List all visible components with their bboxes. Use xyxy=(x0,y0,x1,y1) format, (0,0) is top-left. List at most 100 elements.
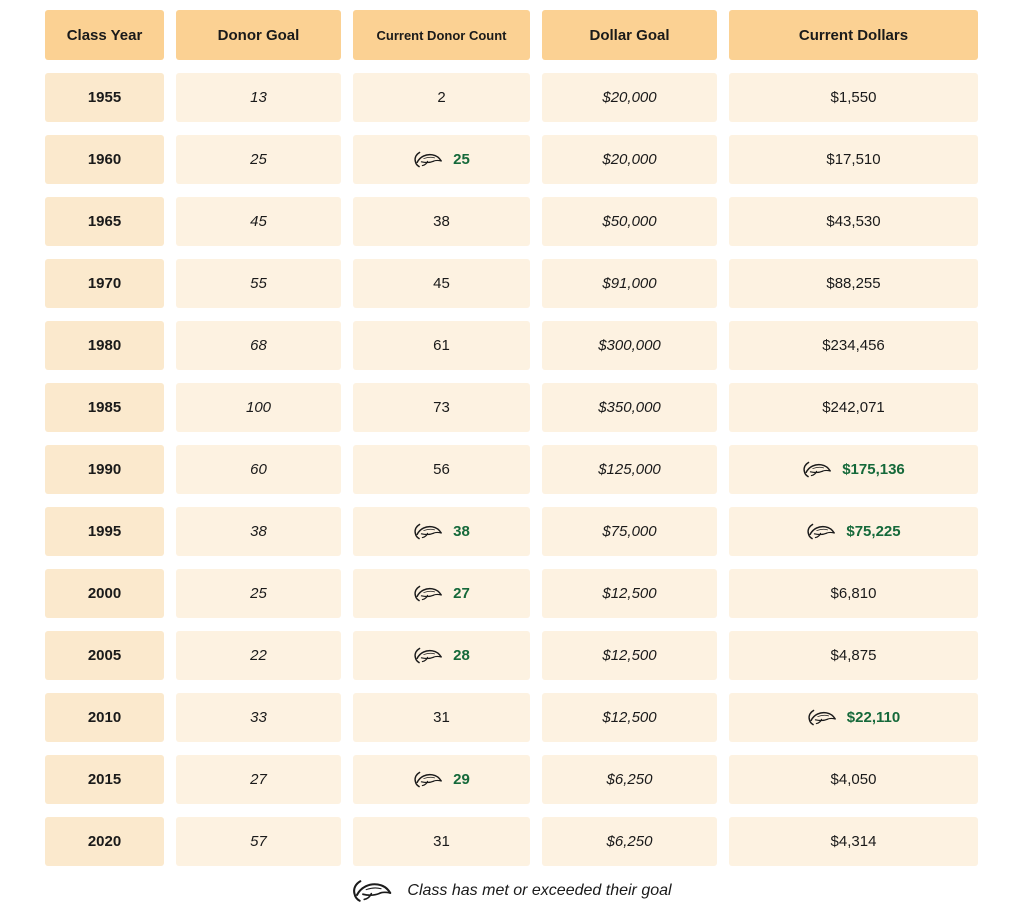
current-donor-count-cell: 45 xyxy=(353,259,530,308)
current-dollars-value: $88,255 xyxy=(826,275,881,292)
dollar-goal-value: $6,250 xyxy=(606,771,653,788)
class-year-value: 1980 xyxy=(87,337,122,354)
current-dollars-cell: $4,875 xyxy=(729,631,978,680)
class-year-value: 1960 xyxy=(87,151,122,168)
current-donor-count-value: 45 xyxy=(433,275,450,292)
current-donor-count-value: 38 xyxy=(453,523,470,540)
current-dollars-value: $75,225 xyxy=(846,523,901,540)
current-donor-count-value: 56 xyxy=(433,461,450,478)
dollar-goal-cell: $50,000 xyxy=(542,197,717,246)
donor-goal-value: 25 xyxy=(250,151,267,168)
current-dollars-value: $1,550 xyxy=(830,89,877,106)
class-year-cell: 1990 xyxy=(45,445,164,494)
dollar-goal-value: $20,000 xyxy=(602,151,657,168)
current-donor-count-value: 31 xyxy=(433,833,450,850)
column-header-donor-goal: Donor Goal xyxy=(176,10,341,60)
current-dollars-cell: $88,255 xyxy=(729,259,978,308)
donor-goal-value: 60 xyxy=(250,461,267,478)
column-header-class-year: Class Year xyxy=(45,10,164,60)
class-year-cell: 2010 xyxy=(45,693,164,742)
current-dollars-cell: $234,456 xyxy=(729,321,978,370)
donor-goal-cell: 33 xyxy=(176,693,341,742)
dollar-goal-cell: $91,000 xyxy=(542,259,717,308)
dolphin-icon xyxy=(413,646,443,665)
dollar-goal-cell: $20,000 xyxy=(542,135,717,184)
dolphin-icon xyxy=(413,770,443,789)
donor-goal-cell: 100 xyxy=(176,383,341,432)
class-year-cell: 2000 xyxy=(45,569,164,618)
column-header-current-dollars: Current Dollars xyxy=(729,10,978,60)
class-year-cell: 1965 xyxy=(45,197,164,246)
current-dollars-value: $4,314 xyxy=(830,833,877,850)
class-year-value: 2005 xyxy=(87,647,122,664)
dollar-goal-cell: $350,000 xyxy=(542,383,717,432)
dollar-goal-value: $300,000 xyxy=(598,337,661,354)
current-donor-count-value: 2 xyxy=(437,89,446,106)
current-dollars-cell: $175,136 xyxy=(729,445,978,494)
dollar-goal-value: $91,000 xyxy=(602,275,657,292)
current-donor-count-cell: 61 xyxy=(353,321,530,370)
current-donor-count-value: 28 xyxy=(453,647,470,664)
dollar-goal-value: $125,000 xyxy=(598,461,661,478)
dolphin-icon xyxy=(413,150,443,169)
dolphin-icon xyxy=(807,708,837,727)
current-dollars-value: $242,071 xyxy=(822,399,885,416)
dollar-goal-value: $12,500 xyxy=(602,585,657,602)
current-dollars-cell: $242,071 xyxy=(729,383,978,432)
donor-goal-value: 100 xyxy=(245,399,272,416)
legend-label: Class has met or exceeded their goal xyxy=(407,882,672,899)
current-dollars-value: $6,810 xyxy=(830,585,877,602)
current-dollars-value: $17,510 xyxy=(826,151,881,168)
current-donor-count-cell: 56 xyxy=(353,445,530,494)
dollar-goal-cell: $75,000 xyxy=(542,507,717,556)
donor-goal-cell: 25 xyxy=(176,135,341,184)
column-header-current-donor-count: Current Donor Count xyxy=(353,10,530,60)
donor-goal-value: 38 xyxy=(250,523,267,540)
current-dollars-cell: $17,510 xyxy=(729,135,978,184)
current-donor-count-value: 38 xyxy=(433,213,450,230)
donor-goal-value: 25 xyxy=(250,585,267,602)
current-donor-count-cell: 31 xyxy=(353,817,530,866)
current-donor-count-value: 61 xyxy=(433,337,450,354)
dollar-goal-cell: $300,000 xyxy=(542,321,717,370)
donor-goal-cell: 25 xyxy=(176,569,341,618)
dollar-goal-value: $12,500 xyxy=(602,647,657,664)
dollar-goal-cell: $6,250 xyxy=(542,755,717,804)
dollar-goal-cell: $6,250 xyxy=(542,817,717,866)
dollar-goal-cell: $125,000 xyxy=(542,445,717,494)
current-dollars-value: $175,136 xyxy=(842,461,905,478)
donor-goal-cell: 22 xyxy=(176,631,341,680)
class-year-value: 2020 xyxy=(87,833,122,850)
class-year-value: 1995 xyxy=(87,523,122,540)
current-donor-count-value: 27 xyxy=(453,585,470,602)
dollar-goal-value: $20,000 xyxy=(602,89,657,106)
column-header-dollar-goal: Dollar Goal xyxy=(542,10,717,60)
dollar-goal-cell: $12,500 xyxy=(542,569,717,618)
current-dollars-value: $4,875 xyxy=(830,647,877,664)
current-dollars-cell: $22,110 xyxy=(729,693,978,742)
dolphin-icon xyxy=(351,878,393,904)
donor-goal-value: 55 xyxy=(250,275,267,292)
current-dollars-value: $22,110 xyxy=(846,709,901,726)
dolphin-icon xyxy=(802,460,832,479)
current-donor-count-cell: 38 xyxy=(353,197,530,246)
current-donor-count-cell: 25 xyxy=(353,135,530,184)
current-donor-count-value: 73 xyxy=(433,399,450,416)
class-year-cell: 1970 xyxy=(45,259,164,308)
donor-goal-value: 57 xyxy=(250,833,267,850)
legend: Class has met or exceeded their goal xyxy=(45,878,978,904)
dollar-goal-cell: $20,000 xyxy=(542,73,717,122)
donor-goal-cell: 13 xyxy=(176,73,341,122)
current-donor-count-cell: 38 xyxy=(353,507,530,556)
donor-goal-cell: 68 xyxy=(176,321,341,370)
dollar-goal-value: $12,500 xyxy=(602,709,657,726)
current-donor-count-cell: 28 xyxy=(353,631,530,680)
current-dollars-value: $234,456 xyxy=(822,337,885,354)
current-dollars-cell: $75,225 xyxy=(729,507,978,556)
donor-goal-cell: 45 xyxy=(176,197,341,246)
donor-goal-cell: 55 xyxy=(176,259,341,308)
current-donor-count-cell: 29 xyxy=(353,755,530,804)
dollar-goal-cell: $12,500 xyxy=(542,631,717,680)
donor-goal-value: 68 xyxy=(250,337,267,354)
